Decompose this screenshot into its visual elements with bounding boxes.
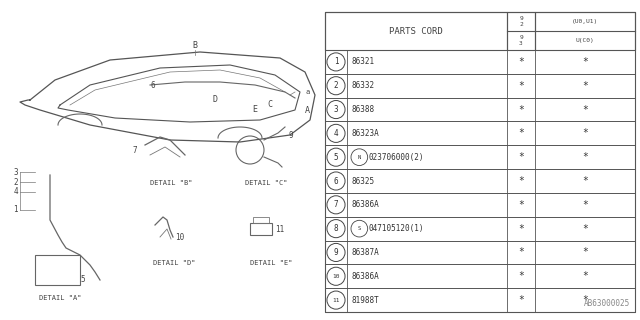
Text: *: *: [518, 176, 524, 186]
Text: *: *: [582, 200, 588, 210]
Text: 10: 10: [175, 233, 184, 242]
Text: 3: 3: [333, 105, 339, 114]
Text: 86323A: 86323A: [351, 129, 379, 138]
Bar: [253, 217, 269, 223]
Text: *: *: [518, 152, 524, 162]
Text: 86325: 86325: [351, 177, 374, 186]
Text: S: S: [358, 226, 361, 231]
Text: DETAIL "B": DETAIL "B": [150, 180, 193, 186]
Text: *: *: [582, 105, 588, 115]
Bar: [325, 50, 635, 74]
Text: 86321: 86321: [351, 57, 374, 67]
Bar: [325, 169, 635, 193]
Text: 9: 9: [288, 131, 292, 140]
Text: *: *: [582, 152, 588, 162]
Bar: [325, 241, 635, 264]
Text: A: A: [305, 106, 310, 115]
Text: 11: 11: [332, 298, 340, 303]
Text: *: *: [582, 247, 588, 258]
Text: B: B: [193, 41, 198, 50]
Bar: [325, 122, 635, 145]
Text: *: *: [518, 224, 524, 234]
Text: 047105120(1): 047105120(1): [369, 224, 424, 233]
Text: 11: 11: [275, 226, 284, 235]
Text: *: *: [582, 57, 588, 67]
Text: DETAIL "C": DETAIL "C": [245, 180, 287, 186]
Text: 86387A: 86387A: [351, 248, 379, 257]
Text: 86388: 86388: [351, 105, 374, 114]
Bar: [250, 223, 272, 235]
Text: 4: 4: [333, 129, 339, 138]
Text: *: *: [518, 128, 524, 138]
Text: *: *: [518, 247, 524, 258]
Text: U(C0): U(C0): [575, 38, 595, 43]
Text: 9
3: 9 3: [519, 35, 523, 46]
Bar: [35, 255, 80, 285]
Text: 6: 6: [150, 81, 155, 90]
Text: *: *: [518, 81, 524, 91]
Text: 5: 5: [80, 276, 84, 284]
Text: DETAIL "D": DETAIL "D": [153, 260, 195, 266]
Text: *: *: [518, 200, 524, 210]
Text: DETAIL "A": DETAIL "A": [39, 295, 81, 301]
Text: 023706000(2): 023706000(2): [369, 153, 424, 162]
Bar: [325, 74, 635, 98]
Text: 1: 1: [333, 57, 339, 67]
Text: (U0,U1): (U0,U1): [572, 19, 598, 24]
Text: 86386A: 86386A: [351, 272, 379, 281]
Text: AB63000025: AB63000025: [584, 299, 630, 308]
Text: 2: 2: [333, 81, 339, 90]
Text: 2: 2: [13, 178, 18, 187]
Text: 9: 9: [333, 248, 339, 257]
Bar: [507, 12, 535, 50]
Text: PARTS CORD: PARTS CORD: [389, 27, 443, 36]
Text: 1: 1: [13, 205, 18, 214]
Text: *: *: [582, 224, 588, 234]
Text: *: *: [582, 176, 588, 186]
Bar: [325, 98, 635, 122]
Text: 4: 4: [13, 188, 18, 196]
Text: 5: 5: [333, 153, 339, 162]
Text: 9
2: 9 2: [519, 16, 523, 27]
Bar: [535, 12, 635, 50]
Text: 10: 10: [332, 274, 340, 279]
Text: *: *: [518, 295, 524, 305]
Bar: [325, 217, 635, 241]
Text: 86386A: 86386A: [351, 200, 379, 209]
Bar: [325, 145, 635, 169]
Text: *: *: [518, 57, 524, 67]
Text: 7: 7: [132, 146, 137, 155]
Bar: [325, 193, 635, 217]
Text: *: *: [518, 105, 524, 115]
Text: 86332: 86332: [351, 81, 374, 90]
Text: a: a: [305, 89, 309, 95]
Bar: [325, 12, 507, 50]
Text: *: *: [518, 271, 524, 281]
Text: 7: 7: [333, 200, 339, 209]
Text: *: *: [582, 128, 588, 138]
Text: 81988T: 81988T: [351, 296, 379, 305]
Text: *: *: [582, 81, 588, 91]
Text: E: E: [253, 105, 257, 114]
Text: DETAIL "E": DETAIL "E": [250, 260, 292, 266]
Text: N: N: [358, 155, 361, 160]
Text: D: D: [212, 95, 218, 104]
Text: 3: 3: [13, 167, 18, 177]
Text: C: C: [268, 100, 273, 109]
Bar: [325, 12, 635, 312]
Bar: [325, 264, 635, 288]
Text: 8: 8: [333, 224, 339, 233]
Text: *: *: [582, 295, 588, 305]
Text: *: *: [582, 271, 588, 281]
Text: 6: 6: [333, 177, 339, 186]
Bar: [325, 288, 635, 312]
